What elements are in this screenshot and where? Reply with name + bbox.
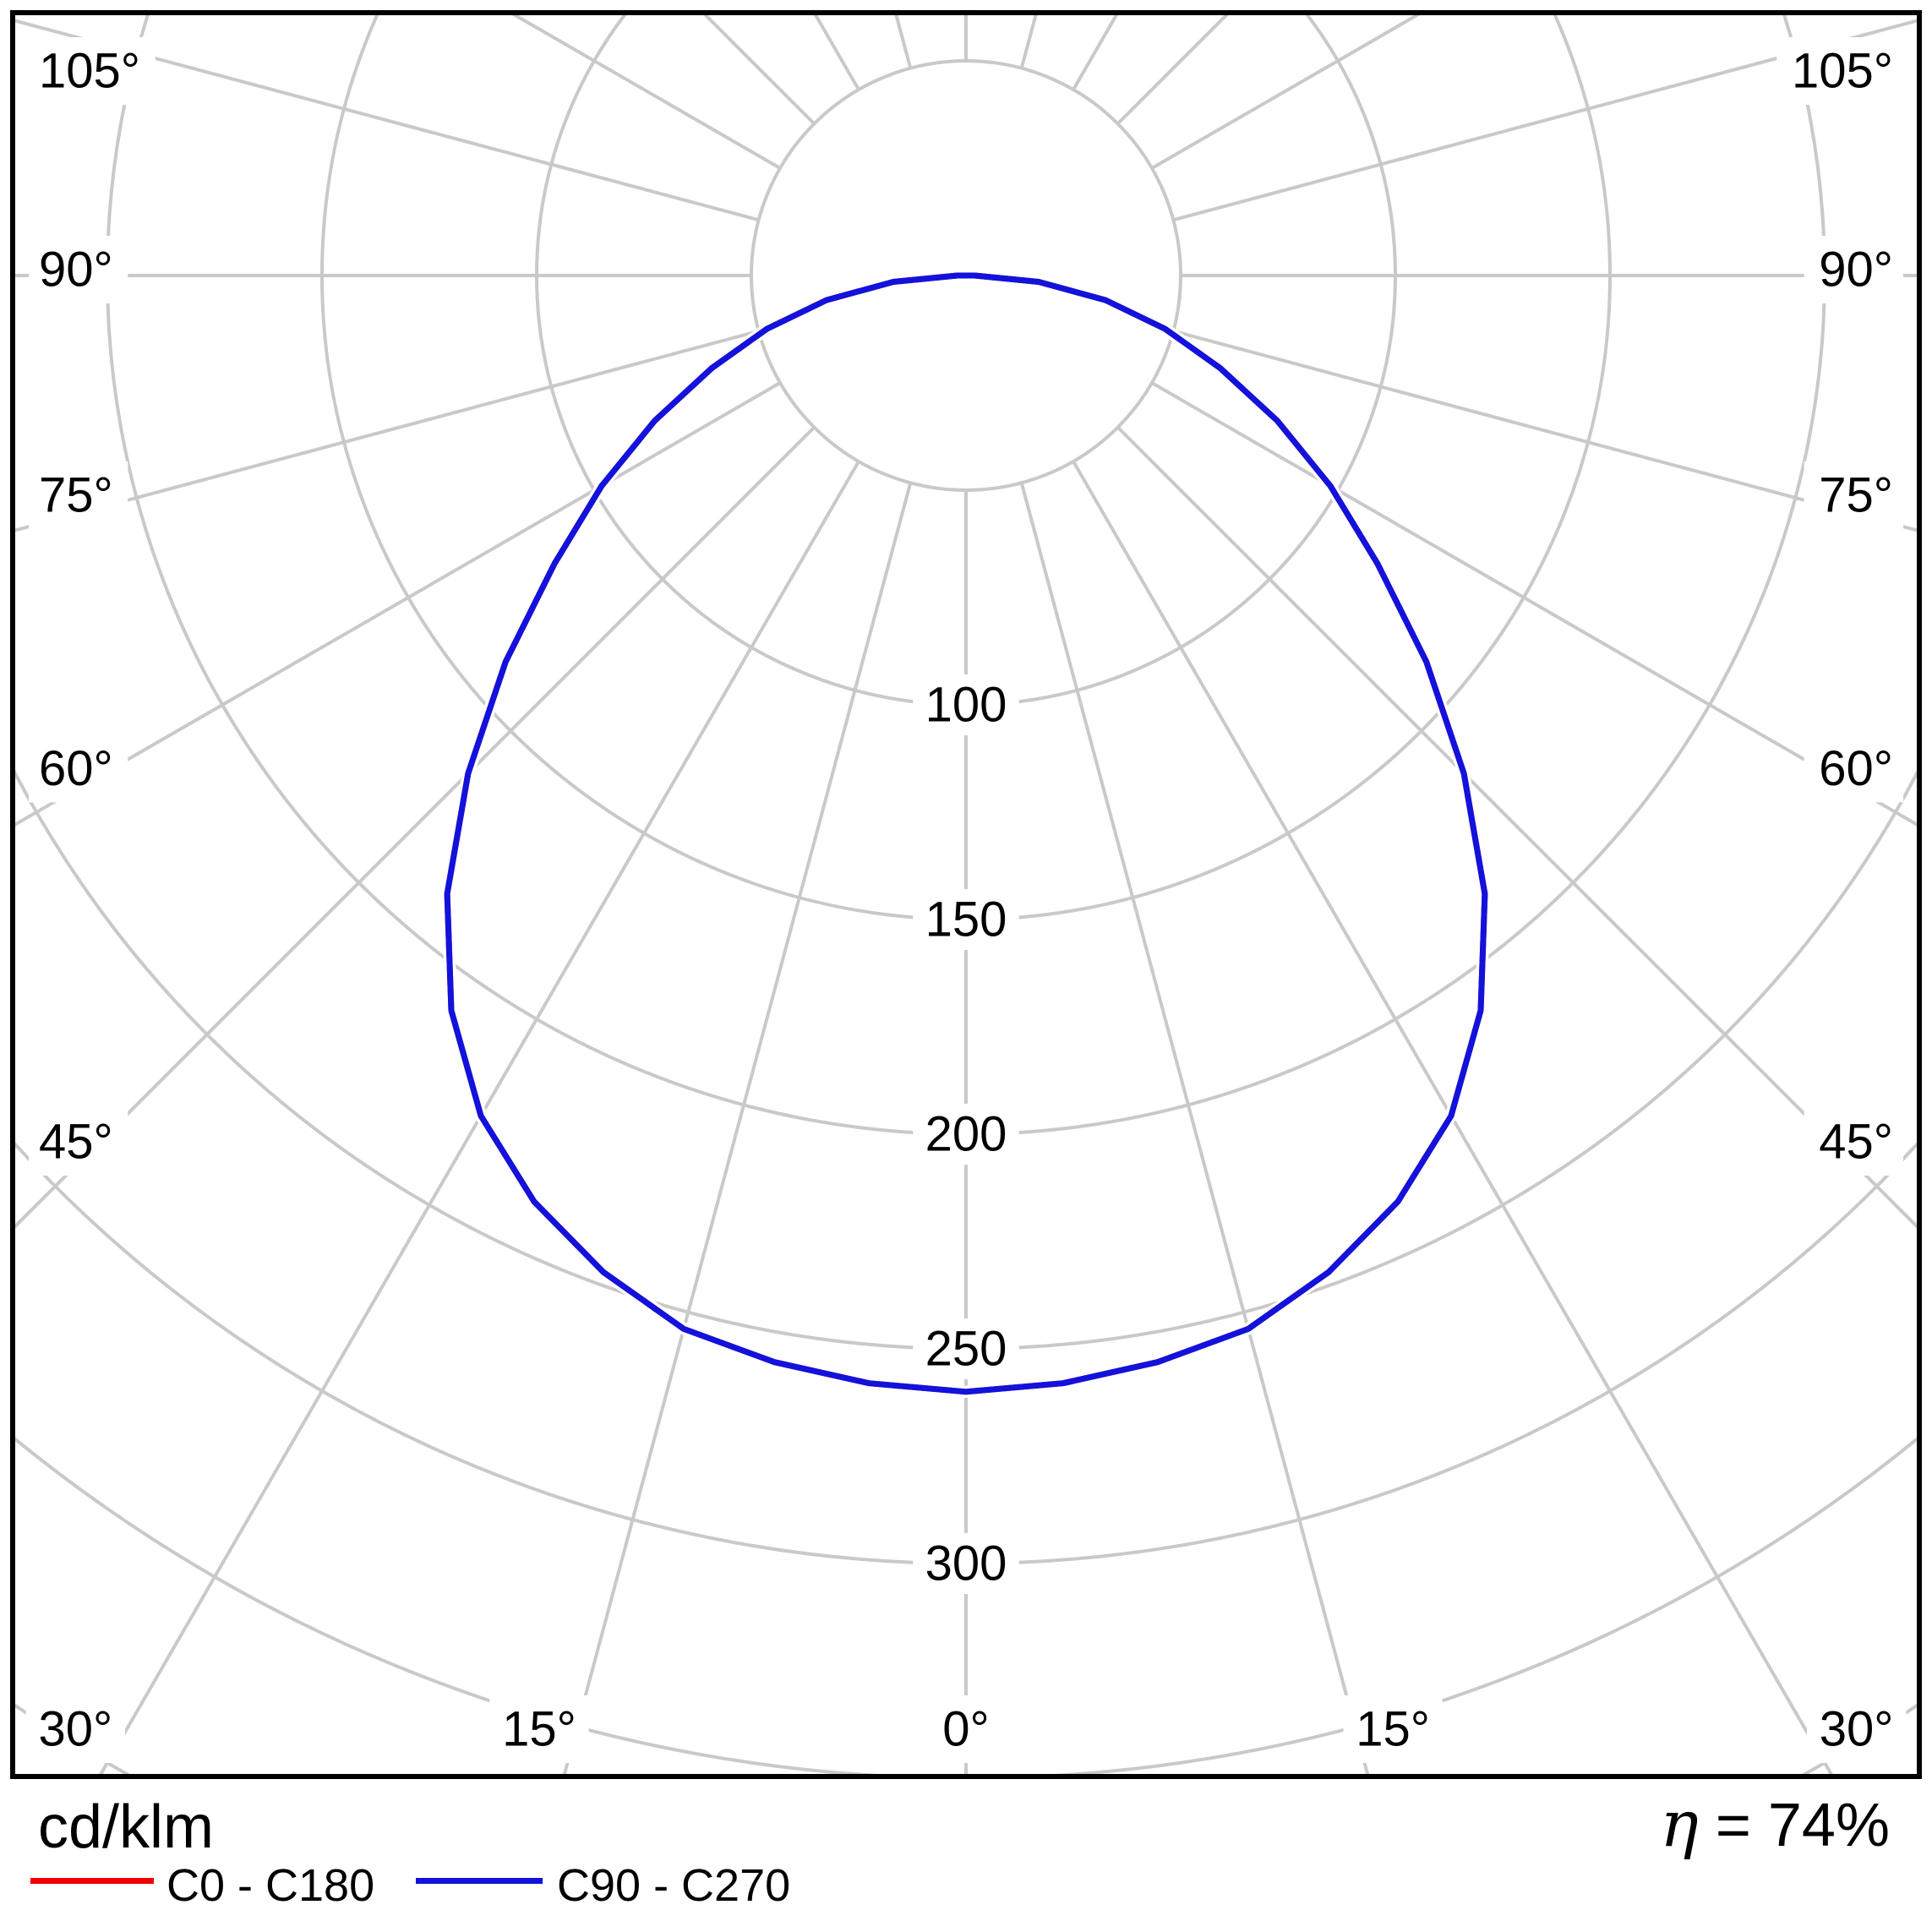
curve-c90-c270 xyxy=(444,272,1488,1395)
grid-ray xyxy=(1019,482,1370,1774)
angle-label: 45° xyxy=(39,1115,113,1170)
angle-label: 105° xyxy=(39,44,140,99)
angle-label-bg xyxy=(29,461,128,530)
angle-label-bg xyxy=(489,1695,589,1763)
grid-ray xyxy=(511,15,782,170)
angle-label-bg xyxy=(1804,1108,1903,1176)
units-label: cd/klm xyxy=(38,1793,215,1861)
intensity-curves xyxy=(441,270,1491,1398)
angle-label-bg xyxy=(1776,37,1903,105)
angle-label-bg xyxy=(29,1108,128,1176)
legend-swatch-c90-c270 xyxy=(416,1878,543,1884)
angle-label: 60° xyxy=(1819,741,1893,796)
angle-label-bg xyxy=(1804,734,1903,803)
legend-swatch-c0-c180 xyxy=(30,1878,154,1884)
angle-label: 15° xyxy=(1356,1702,1430,1757)
angle-label: 45° xyxy=(1819,1115,1893,1170)
legend-label-c90-c270: C90 - C270 xyxy=(557,1860,791,1911)
angle-label: 30° xyxy=(38,1702,112,1757)
angle-label: 90° xyxy=(1819,243,1893,297)
ring-label: 200 xyxy=(925,1107,1007,1162)
grid-ray xyxy=(15,426,816,1229)
ring-label: 250 xyxy=(925,1322,1007,1377)
angle-label-bg xyxy=(1804,236,1903,303)
grid-ray xyxy=(15,329,760,532)
angle-label: 15° xyxy=(502,1702,576,1757)
grid-ray xyxy=(1072,460,1833,1774)
angle-label-bg xyxy=(1804,461,1903,530)
grid-ray xyxy=(15,381,782,827)
angle-label-bg xyxy=(1806,1695,1907,1763)
grid-ray xyxy=(1116,426,1917,1229)
efficiency-label: η = 74% xyxy=(1660,1792,1890,1859)
angle-label-bg xyxy=(25,1695,126,1763)
angle-label: 75° xyxy=(39,468,113,523)
angle-label: 60° xyxy=(39,741,113,796)
ring-label: 300 xyxy=(925,1536,1007,1591)
angle-label-bg xyxy=(1343,1695,1443,1763)
angle-label: 0° xyxy=(942,1702,989,1757)
ring-label-bg xyxy=(913,1104,1019,1165)
ring-label-bg xyxy=(913,889,1019,950)
plot-border xyxy=(10,10,1922,1779)
grid-ray xyxy=(1150,15,1421,170)
angle-label-bg xyxy=(930,1695,1002,1763)
angle-label: 30° xyxy=(1820,1702,1894,1757)
grid-ray xyxy=(1172,19,1917,222)
ring-label-bg xyxy=(913,1318,1019,1379)
legend-label-c0-c180: C0 - C180 xyxy=(166,1860,375,1911)
grid-ray xyxy=(1150,381,1917,827)
grid-ray xyxy=(15,19,760,222)
grid-ray xyxy=(562,482,913,1774)
ring-label-bg xyxy=(913,674,1019,735)
grid-labels: 100 150 200 250 300 0° 15° 15° 30° 30° 45° 45° 60° 60… xyxy=(25,37,1907,1763)
ring-label: 150 xyxy=(925,892,1007,947)
angle-label: 105° xyxy=(1792,44,1893,99)
grid-ray xyxy=(1172,329,1917,532)
ring-label-bg xyxy=(913,1533,1019,1594)
grid-ray xyxy=(99,460,860,1774)
angle-label-bg xyxy=(29,37,156,105)
angle-label-bg xyxy=(29,236,128,303)
angle-label: 75° xyxy=(1819,468,1893,523)
ring-label: 100 xyxy=(925,678,1007,733)
angle-label: 90° xyxy=(39,243,113,297)
angle-label-bg xyxy=(29,734,128,803)
efficiency-value: = 74% xyxy=(1698,1792,1890,1859)
eta-symbol: η xyxy=(1660,1786,1699,1861)
